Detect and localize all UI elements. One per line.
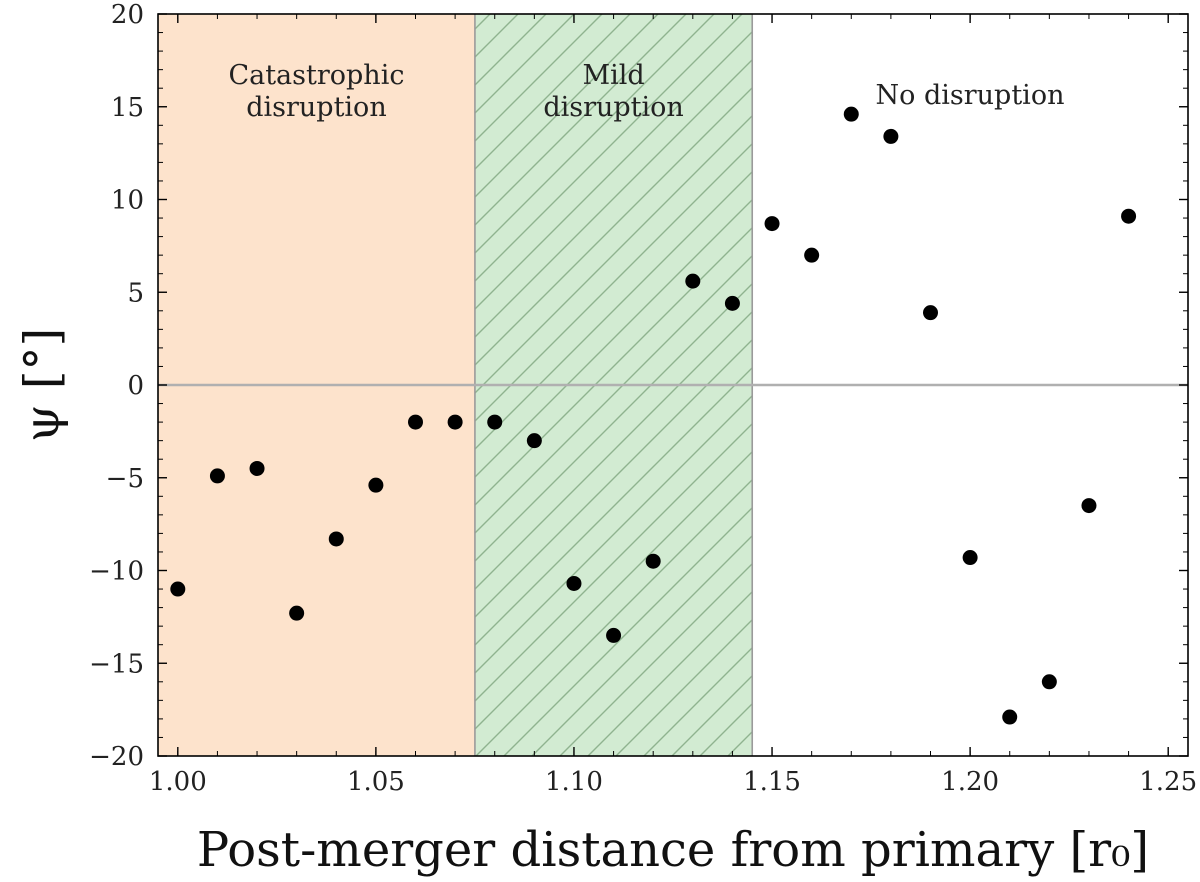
- x-axis-title: Post-merger distance from primary [r₀]: [197, 822, 1149, 878]
- y-tick-label: 15: [111, 93, 144, 123]
- x-tick-label: 1.10: [545, 767, 603, 797]
- data-point: [526, 433, 542, 449]
- x-tick-label: 1.00: [149, 767, 207, 797]
- y-tick-label: 20: [111, 0, 144, 30]
- data-point: [328, 531, 344, 547]
- data-point: [1081, 498, 1097, 514]
- data-point: [487, 414, 503, 430]
- data-point: [209, 468, 225, 484]
- y-tick-label: 0: [127, 371, 144, 401]
- data-point: [1121, 208, 1137, 224]
- y-tick-label: −20: [89, 742, 144, 772]
- x-tick-label: 1.05: [347, 767, 405, 797]
- data-point: [447, 414, 463, 430]
- data-point: [923, 305, 938, 321]
- data-point: [645, 553, 661, 569]
- region-1-label-line-1: Catastrophic: [228, 60, 404, 91]
- data-point: [1041, 674, 1057, 690]
- region-2-label-line-2: disruption: [543, 92, 683, 123]
- data-point: [289, 605, 305, 621]
- data-point: [368, 477, 384, 493]
- region-2-label-line-1: Mild: [582, 60, 644, 91]
- data-point: [408, 414, 423, 430]
- data-point: [685, 273, 701, 289]
- y-axis-title: ψ [°]: [14, 328, 70, 442]
- region-1-label-line-2: disruption: [246, 92, 386, 123]
- y-tick-label: 10: [111, 186, 144, 216]
- data-points-layer: [170, 106, 1137, 725]
- x-tick-label: 1.25: [1139, 767, 1197, 797]
- data-point: [249, 460, 265, 476]
- data-point: [962, 550, 978, 566]
- y-tick-label: 5: [127, 278, 144, 308]
- data-point: [883, 128, 899, 144]
- x-tick-label: 1.20: [941, 767, 999, 797]
- data-point: [170, 581, 186, 597]
- data-point: [566, 575, 582, 591]
- data-point: [606, 627, 622, 643]
- x-tick-label: 1.15: [743, 767, 801, 797]
- data-point: [843, 106, 859, 122]
- tick-labels: 1.00 1.05 1.10 1.15 1.20 1.25 −20 −15 −10 −5 0 5 10 1…: [89, 0, 1197, 797]
- data-point: [804, 247, 820, 263]
- y-tick-label: −5: [106, 464, 144, 494]
- data-point: [764, 216, 780, 232]
- data-point: [1002, 709, 1018, 725]
- region-3-label-line-1: No disruption: [876, 80, 1065, 111]
- y-tick-label: −10: [89, 557, 144, 587]
- y-tick-label: −15: [89, 649, 144, 679]
- data-point: [724, 295, 740, 311]
- axis-ticks: [158, 13, 1188, 757]
